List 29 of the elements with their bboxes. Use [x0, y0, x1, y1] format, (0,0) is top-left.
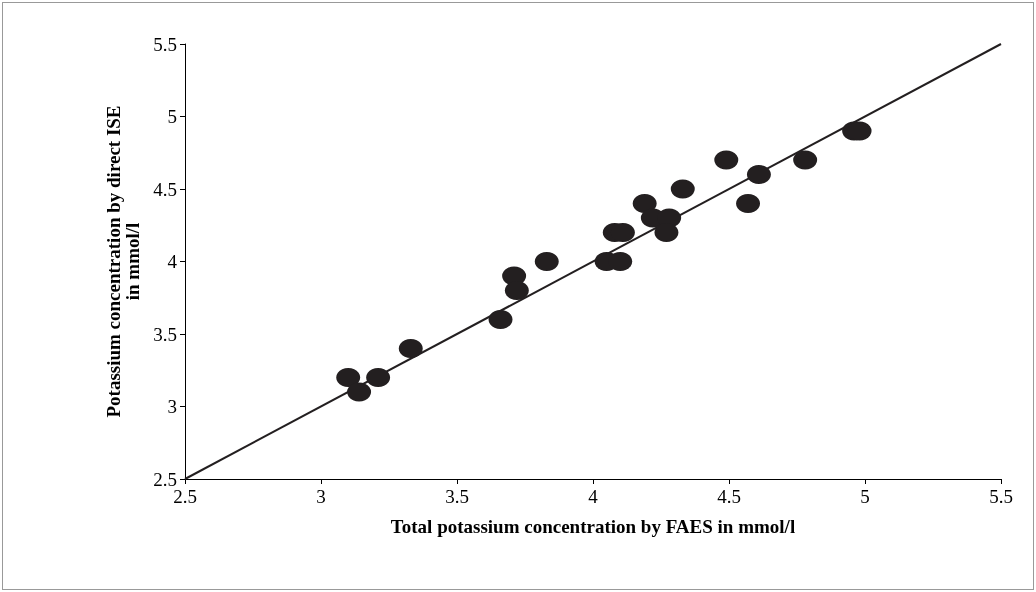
point [736, 194, 761, 213]
y-tick-label: 5.5 [153, 33, 177, 55]
y-tick-label: 3.5 [153, 323, 177, 345]
point [670, 179, 695, 199]
x-tick-label: 4.5 [717, 486, 741, 507]
point [746, 165, 771, 184]
point [654, 223, 679, 242]
point [336, 368, 361, 387]
point [534, 252, 559, 271]
y-tick-label: 4 [167, 251, 178, 272]
x-tick-label: 4 [588, 486, 599, 507]
y-tick-label: 5 [167, 106, 177, 127]
point [793, 150, 818, 170]
point [714, 150, 739, 170]
point [398, 339, 423, 358]
x-tick-label: 5.5 [989, 486, 1013, 507]
y-axis-title: Potassium concentration by direct ISE in mmol/l [103, 105, 144, 418]
point [504, 281, 529, 300]
point [488, 310, 513, 329]
x-tick-label: 3.5 [445, 486, 469, 507]
y-tick-label: 4.5 [153, 178, 177, 200]
y-tick-label: 2.5 [153, 468, 177, 490]
point [632, 194, 657, 213]
x-tick-label: 5 [860, 486, 870, 507]
x-tick-label: 3 [316, 486, 326, 507]
point [347, 382, 372, 402]
x-axis-title: Total potassium concentration by FAES in mmol/l [390, 516, 796, 537]
point [366, 368, 391, 387]
y-tick-label: 3 [167, 396, 177, 417]
